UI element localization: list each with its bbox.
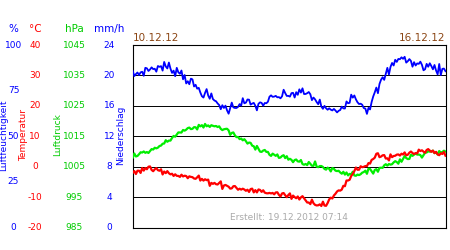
Text: 1035: 1035 xyxy=(63,71,86,80)
Text: Luftfeuchtigkeit: Luftfeuchtigkeit xyxy=(0,99,8,171)
Text: 1025: 1025 xyxy=(63,101,86,110)
Text: Erstellt: 19.12.2012 07:14: Erstellt: 19.12.2012 07:14 xyxy=(230,213,348,222)
Text: °C: °C xyxy=(29,24,41,34)
Text: 16.12.12: 16.12.12 xyxy=(399,33,446,43)
Text: 0: 0 xyxy=(107,223,112,232)
Text: 24: 24 xyxy=(104,40,115,50)
Text: Niederschlag: Niederschlag xyxy=(116,105,125,165)
Text: 16: 16 xyxy=(104,101,115,110)
Text: -10: -10 xyxy=(28,192,42,202)
Text: %: % xyxy=(9,24,18,34)
Text: 25: 25 xyxy=(8,178,19,186)
Text: 100: 100 xyxy=(5,40,22,50)
Text: 75: 75 xyxy=(8,86,19,95)
Text: -20: -20 xyxy=(28,223,42,232)
Text: 1045: 1045 xyxy=(63,40,86,50)
Text: 50: 50 xyxy=(8,132,19,141)
Text: 985: 985 xyxy=(66,223,83,232)
Text: 0: 0 xyxy=(32,162,38,171)
Text: mm/h: mm/h xyxy=(94,24,125,34)
Text: 40: 40 xyxy=(29,40,41,50)
Text: 0: 0 xyxy=(11,223,16,232)
Text: hPa: hPa xyxy=(65,24,84,34)
Text: 8: 8 xyxy=(107,162,112,171)
Text: 12: 12 xyxy=(104,132,115,141)
Text: 20: 20 xyxy=(29,101,41,110)
Text: 20: 20 xyxy=(104,71,115,80)
Text: Temperatur: Temperatur xyxy=(19,109,28,161)
Text: 30: 30 xyxy=(29,71,41,80)
Text: 10: 10 xyxy=(29,132,41,141)
Text: 1005: 1005 xyxy=(63,162,86,171)
Text: 1015: 1015 xyxy=(63,132,86,141)
Text: Luftdruck: Luftdruck xyxy=(53,114,62,156)
Text: 10.12.12: 10.12.12 xyxy=(133,33,179,43)
Text: 4: 4 xyxy=(107,192,112,202)
Text: 995: 995 xyxy=(66,192,83,202)
